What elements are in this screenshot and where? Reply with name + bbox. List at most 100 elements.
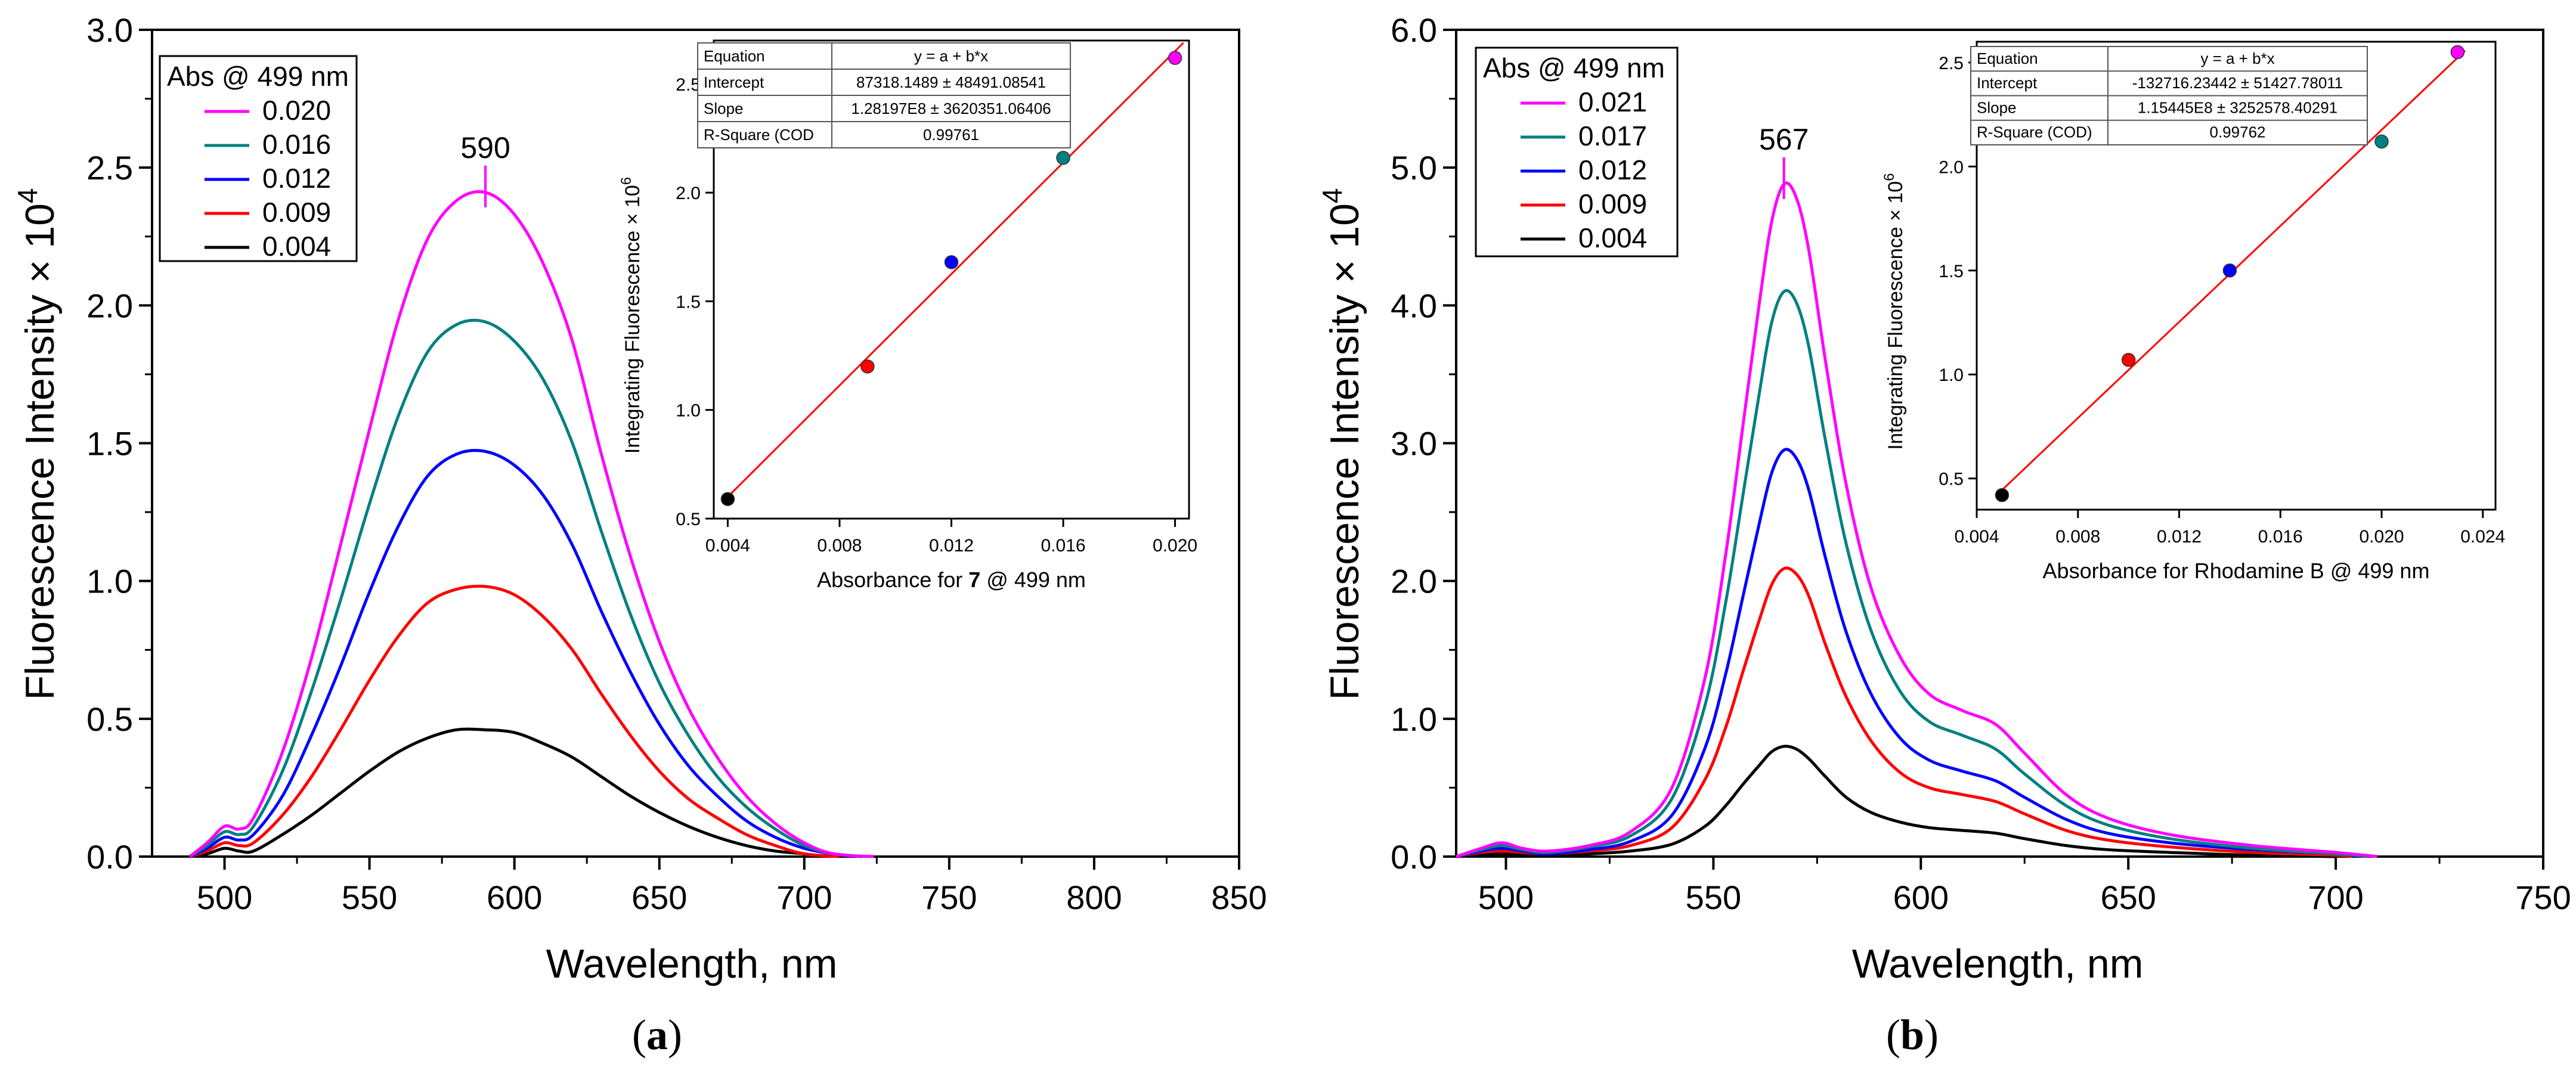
y-tick-label: 1.0 (86, 563, 133, 600)
table-cell-key: Equation (704, 47, 765, 65)
table-cell-value: 0.99762 (2210, 123, 2266, 141)
inset-x-axis-label: Absorbance for Rhodamine B @ 499 nm (2043, 559, 2430, 583)
table-cell-key: Slope (704, 100, 744, 117)
table-cell-value: y = a + b*x (914, 47, 988, 65)
inset-y-tick-label: 1.5 (1939, 262, 1964, 281)
inset-y-axis-exponent: 6 (1881, 173, 1897, 181)
y-axis-label: Fluorescence Intensity × 104 (1317, 188, 1367, 700)
y-axis-label: Fluorescence Intensity × 104 (12, 188, 63, 700)
panel-a: 500 550 600 650 700 750 800 850 0.0 0.5 1.0 1.5 2.0 2… (12, 11, 1267, 1059)
x-tick-label: 650 (631, 879, 687, 916)
legend-entry: 0.004 (1578, 222, 1647, 253)
inset-y-axis-label: Integrating Fluorescence × 106 (1881, 173, 1907, 449)
table-cell-key: Slope (1977, 98, 2017, 116)
inset-x-tick-label: 0.020 (1153, 536, 1197, 556)
inset-x-tick-label: 0.008 (817, 536, 862, 556)
series-line-0.016 (188, 318, 868, 858)
inset-stats-table: Equation y = a + b*x Intercept -132716.2344… (1970, 46, 2368, 145)
legend-entry: 0.012 (262, 163, 331, 194)
x-tick-label: 750 (2515, 879, 2571, 916)
inset-y-axis-label: Integrating Fluorescence × 106 (618, 177, 644, 454)
table-cell-key: R-Square (COD) (1977, 123, 2092, 141)
series-line-0.021 (1456, 181, 2377, 858)
panel-letter: a (646, 1011, 668, 1059)
table-cell-value: 1.28197E8 ± 3620351.06406 (851, 100, 1051, 117)
inset-x-tick-label: 0.004 (705, 536, 750, 556)
legend-entry: 0.017 (1578, 120, 1647, 151)
x-tick-label: 700 (776, 879, 832, 916)
inset-data-point (2450, 45, 2465, 60)
y-tick-label: 0.0 (1391, 838, 1437, 876)
inset-y-tick-label: 1.0 (676, 401, 701, 421)
inset-y-tick-label: 2.5 (676, 75, 701, 95)
x-tick-label: 650 (2100, 879, 2156, 916)
inset-y-tick-label: 2.5 (1939, 54, 1964, 73)
legend-entry: 0.016 (262, 129, 331, 160)
inset-y-tick-label: 1.5 (676, 292, 701, 312)
inset-x-tick-label: 0.020 (2359, 527, 2404, 547)
inset-data-point (1168, 51, 1182, 65)
table-cell-key: Intercept (704, 73, 764, 91)
inset-y-tick-label: 0.5 (676, 510, 701, 529)
inset-y-tick-label: 0.5 (1939, 470, 1964, 489)
inset-x-tick-label: 0.012 (929, 536, 974, 556)
inset-data-point (1056, 151, 1070, 165)
panel-b: 500 550 600 650 700 750 0.0 1.0 2.0 3.0 4.0 5.0 6.0 W… (1317, 11, 2571, 1059)
y-axis-exponent: 4 (12, 188, 43, 203)
table-cell-key: Intercept (1977, 74, 2038, 92)
inset-stats-table: Equation y = a + b*x Intercept 87318.1489 ±… (697, 42, 1071, 148)
legend-title: Abs @ 499 nm (1483, 52, 1665, 83)
y-tick-label: 1.5 (86, 425, 133, 463)
legend-entry: 0.012 (1578, 154, 1647, 185)
x-axis-label: Wavelength, nm (546, 941, 838, 987)
inset-chart: 0.004 0.008 0.012 0.016 0.020 0.5 1.0 1.5 2.0 2.5… (618, 39, 1197, 592)
inset-chart: 0.004 0.008 0.012 0.016 0.020 0.024 0.5 1.0 1.5 2… (1881, 41, 2505, 583)
y-tick-label: 2.5 (86, 149, 133, 187)
inset-x-tick-label: 0.016 (1041, 536, 1085, 556)
y-tick-label: 3.0 (86, 11, 133, 49)
inset-x-tick-label: 0.004 (1954, 527, 1999, 547)
x-tick-label: 500 (1478, 879, 1534, 916)
inset-data-point (944, 255, 959, 269)
y-tick-label: 0.5 (86, 700, 133, 738)
series-line-0.020 (188, 190, 874, 858)
peak-label: 590 (460, 131, 510, 165)
y-tick-label: 2.0 (86, 287, 133, 324)
legend-entry: 0.021 (1578, 86, 1647, 117)
inset-x-tick-label: 0.016 (2258, 527, 2303, 547)
y-tick-label: 4.0 (1391, 287, 1437, 324)
inset-x-tick-label: 0.012 (2157, 527, 2202, 547)
x-axis-label: Wavelength, nm (1852, 941, 2144, 987)
series-line-0.009 (189, 584, 840, 858)
panel-label: (b) (1886, 1011, 1939, 1059)
legend-box (159, 55, 358, 262)
panel-label: (a) (632, 1011, 682, 1059)
legend-entry: 0.020 (262, 95, 331, 126)
series-line-0.012 (1456, 448, 2361, 858)
y-tick-label: 0.0 (86, 838, 133, 876)
inset-y-axis-exponent: 6 (618, 177, 634, 185)
legend-entry: 0.009 (262, 197, 331, 228)
x-tick-label: 800 (1066, 879, 1122, 916)
table-cell-value: -132716.23442 ± 51427.78011 (2132, 74, 2343, 92)
inset-x-tick-label: 0.024 (2460, 527, 2505, 547)
series-line-0.004 (189, 727, 819, 858)
x-tick-label: 600 (1893, 879, 1949, 916)
y-tick-label: 6.0 (1391, 11, 1437, 49)
inset-y-tick-label: 2.0 (1939, 157, 1964, 177)
inset-fit-line (722, 42, 1184, 503)
y-tick-label: 2.0 (1391, 563, 1437, 600)
x-tick-label: 500 (197, 879, 252, 916)
legend-box (1475, 46, 1679, 258)
table-cell-key: Equation (1977, 49, 2038, 67)
table-cell-value: 0.99761 (923, 126, 979, 144)
x-tick-label: 550 (342, 879, 397, 916)
series-line-0.012 (189, 449, 863, 858)
y-tick-label: 1.0 (1391, 700, 1437, 738)
inset-x-tick-label: 0.008 (2055, 527, 2100, 547)
inset-data-point (860, 359, 875, 374)
table-cell-value: 1.15445E8 ± 3252578.40291 (2138, 98, 2337, 116)
inset-x-axis-label: Absorbance for 7 @ 499 nm (817, 567, 1086, 592)
panel-letter: b (1900, 1011, 1924, 1059)
